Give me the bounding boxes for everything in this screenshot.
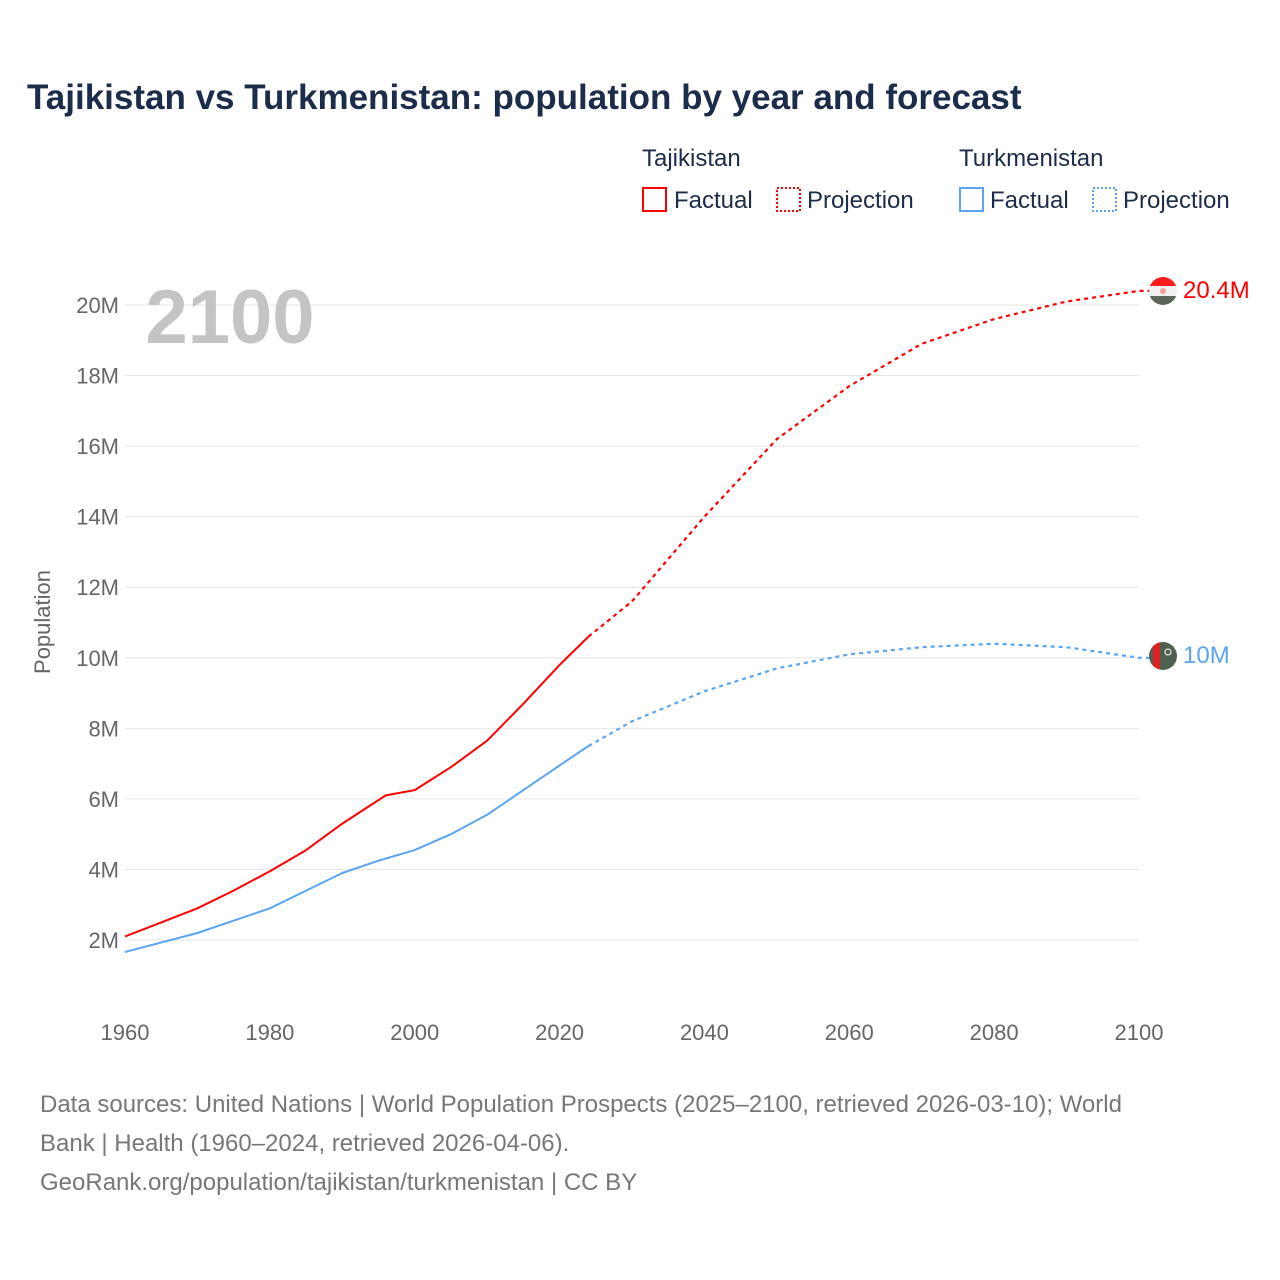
- legend-label-tj-projection: Projection: [807, 187, 914, 214]
- legend-group-turkmenistan: Turkmenistan: [959, 145, 1104, 172]
- line-tajikistan-projection: [587, 289, 1161, 638]
- y-tick-label: 18M: [76, 364, 119, 389]
- chart-title: Tajikistan vs Turkmenistan: population b…: [27, 78, 1022, 117]
- x-tick-label: 2040: [680, 1020, 729, 1045]
- x-tick-label: 2020: [535, 1020, 584, 1045]
- year-label: 2100: [145, 275, 314, 360]
- y-axis-label: Population: [30, 570, 55, 674]
- x-ticks: 1960 1980 2000 2020 2040 2060 2080 2100: [101, 1020, 1164, 1045]
- y-tick-label: 4M: [88, 857, 119, 882]
- y-tick-label: 12M: [76, 575, 119, 600]
- x-tick-label: 2000: [390, 1020, 439, 1045]
- legend-group-tajikistan: Tajikistan: [642, 145, 741, 172]
- x-tick-label: 2080: [970, 1020, 1019, 1045]
- line-tajikistan-factual: [124, 635, 590, 938]
- legend-label-tm-projection: Projection: [1123, 187, 1230, 214]
- y-tick-label: 16M: [76, 434, 119, 459]
- x-tick-label: 2100: [1115, 1020, 1164, 1045]
- source-line-1: Data sources: United Nations | World Pop…: [40, 1091, 1122, 1118]
- y-ticks: 2M 4M 6M 8M 10M 12M 14M 16M 18M 20M: [76, 293, 119, 953]
- source-line-2: Bank | Health (1960–2024, retrieved 2026…: [40, 1130, 569, 1157]
- x-tick-label: 1960: [101, 1020, 150, 1045]
- legend: Tajikistan Factual Projection Turkmenist…: [642, 145, 1230, 214]
- flag-turkmenistan: [1149, 642, 1177, 670]
- legend-swatch-tj-factual: [642, 187, 667, 212]
- source-line-3[interactable]: GeoRank.org/population/tajikistan/turkme…: [40, 1169, 637, 1196]
- legend-label-tm-factual: Factual: [990, 187, 1069, 214]
- legend-swatch-tm-projection: [1092, 187, 1117, 212]
- flag-tajikistan: [1149, 277, 1177, 305]
- y-tick-label: 8M: [88, 716, 119, 741]
- end-label-tajikistan: 20.4M: [1183, 277, 1250, 304]
- line-turkmenistan-factual: [124, 745, 590, 953]
- y-tick-label: 20M: [76, 293, 119, 318]
- series-lines: [124, 289, 1161, 953]
- y-tick-label: 14M: [76, 505, 119, 530]
- legend-swatch-tj-projection: [776, 187, 801, 212]
- end-label-turkmenistan: 10M: [1183, 642, 1230, 669]
- y-tick-label: 6M: [88, 787, 119, 812]
- legend-label-tj-factual: Factual: [674, 187, 753, 214]
- y-tick-label: 2M: [88, 928, 119, 953]
- x-tick-label: 2060: [825, 1020, 874, 1045]
- line-turkmenistan-projection: [587, 642, 1161, 747]
- legend-swatch-tm-factual: [959, 187, 984, 212]
- gridlines: [125, 304, 1139, 941]
- y-tick-label: 10M: [76, 646, 119, 671]
- x-tick-label: 1980: [245, 1020, 294, 1045]
